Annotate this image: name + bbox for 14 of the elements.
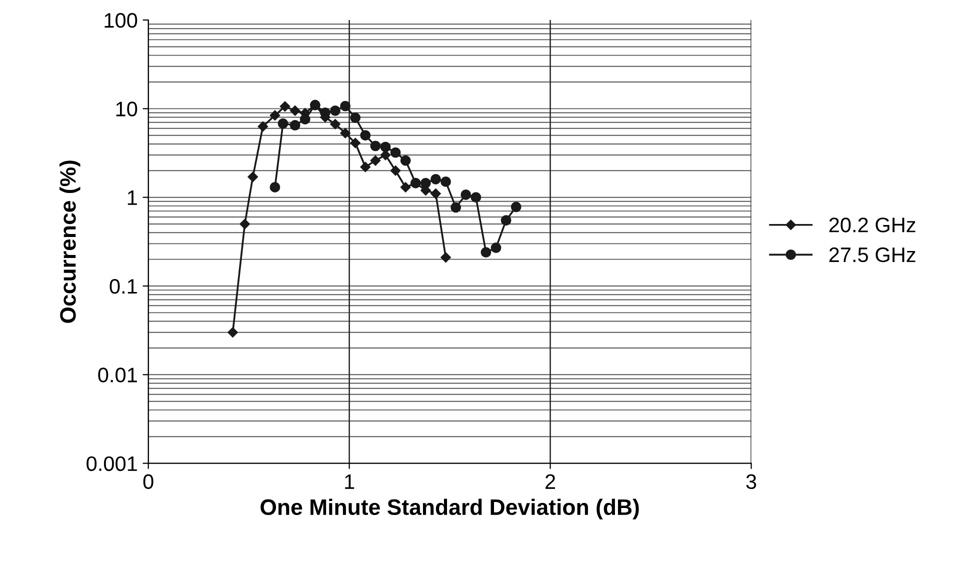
y-tick-label: 10: [116, 102, 138, 116]
y-tick-label: 100: [104, 13, 138, 28]
y-tick-label: 1: [128, 190, 137, 205]
y-tick-label: 0.001: [86, 456, 137, 472]
x-tick-label: 2: [546, 474, 556, 489]
legend-label: 27.5 GHz: [829, 247, 916, 262]
x-axis-title: One Minute Standard Deviation (dB): [260, 498, 639, 520]
x-tick-label: 0: [143, 474, 154, 490]
x-tick-label: 1: [345, 474, 354, 489]
legend-label: 20.2 GHz: [829, 218, 916, 232]
y-axis-title: Occurrence (%): [60, 160, 80, 323]
y-tick-label: 0.1: [110, 279, 137, 294]
x-tick-label: 3: [746, 474, 756, 490]
y-tick-label: 0.01: [98, 368, 137, 382]
